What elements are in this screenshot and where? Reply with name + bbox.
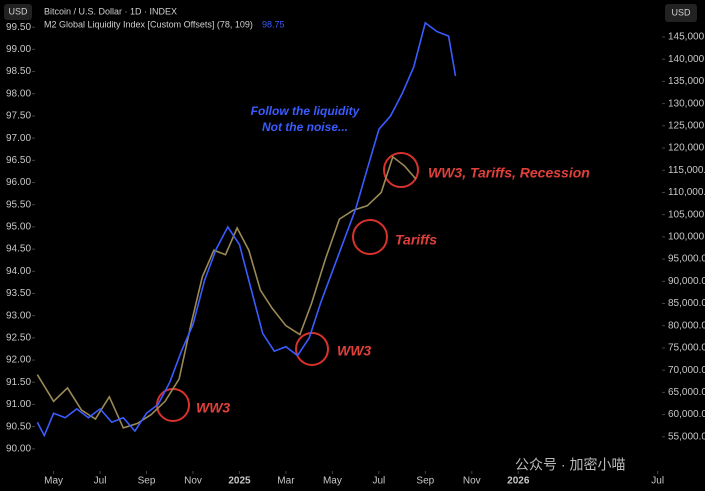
y-tick-label: 94.00 bbox=[6, 266, 31, 277]
y2-tick-label: 80,000.00 bbox=[668, 320, 705, 331]
y2-tick-label: 120,000.00 bbox=[668, 143, 705, 154]
x-tick-label: Jul bbox=[94, 476, 107, 487]
y-tick-label: 96.50 bbox=[6, 155, 31, 166]
y2-tick-label: 100,000.00 bbox=[668, 232, 705, 243]
y2-tick-label: 70,000.00 bbox=[668, 365, 705, 376]
y2-tick-label: 65,000.00 bbox=[668, 387, 705, 398]
annotation: WW3 bbox=[196, 400, 230, 416]
x-tick-label: May bbox=[44, 476, 63, 487]
x-tick-label: Jul bbox=[372, 476, 385, 487]
y-tick-label: 99.50 bbox=[6, 22, 31, 33]
y-tick-label: 95.00 bbox=[6, 222, 31, 233]
y2-tick-label: 125,000.00 bbox=[668, 120, 705, 131]
x-tick-label: Sep bbox=[138, 476, 156, 487]
y-tick-label: 91.50 bbox=[6, 377, 31, 388]
x-tick-label: Nov bbox=[184, 476, 202, 487]
annotation: Follow the liquidity bbox=[251, 104, 361, 118]
y-tick-label: 92.00 bbox=[6, 355, 31, 366]
y-tick-label: 97.50 bbox=[6, 111, 31, 122]
y2-tick-label: 105,000.00 bbox=[668, 209, 705, 220]
y-tick-label: 90.00 bbox=[6, 443, 31, 454]
x-tick-label: May bbox=[323, 476, 342, 487]
y2-tick-label: 90,000.00 bbox=[668, 276, 705, 287]
x-tick-label: 2026 bbox=[507, 476, 530, 487]
right-unit: USD bbox=[671, 7, 691, 17]
y2-tick-label: 60,000.00 bbox=[668, 409, 705, 420]
unit-box bbox=[4, 4, 32, 20]
y-tick-label: 98.00 bbox=[6, 88, 31, 99]
annotation: Not the noise... bbox=[262, 120, 348, 134]
y2-tick-label: 110,000.00 bbox=[668, 187, 705, 198]
x-tick-label: Nov bbox=[463, 476, 481, 487]
y-tick-label: 97.00 bbox=[6, 133, 31, 144]
y-tick-label: 93.50 bbox=[6, 288, 31, 299]
y-tick-label: 96.00 bbox=[6, 177, 31, 188]
y2-tick-label: 135,000.00 bbox=[668, 76, 705, 87]
y2-tick-label: 95,000.00 bbox=[668, 254, 705, 265]
annotation: WW3 bbox=[337, 343, 371, 359]
series-line bbox=[36, 21, 457, 438]
y-tick-label: 93.00 bbox=[6, 310, 31, 321]
legend-entry: M2 Global Liquidity Index [Custom Offset… bbox=[44, 19, 253, 29]
y2-tick-label: 55,000.00 bbox=[668, 431, 705, 442]
x-tick-label: Mar bbox=[277, 476, 295, 487]
y2-tick-label: 145,000.00 bbox=[668, 32, 705, 43]
left-unit: USD bbox=[8, 6, 28, 16]
last-value: 98.75 bbox=[262, 19, 285, 29]
y2-tick-label: 75,000.00 bbox=[668, 343, 705, 354]
annotation: WW3, Tariffs, Recession bbox=[428, 165, 590, 181]
y-tick-label: 99.00 bbox=[6, 44, 31, 55]
y-tick-label: 98.50 bbox=[6, 66, 31, 77]
unit-box bbox=[665, 4, 697, 22]
chart-title: Bitcoin / U.S. Dollar · 1D · INDEX bbox=[44, 6, 177, 16]
x-tick-label: 2025 bbox=[228, 476, 251, 487]
x-tick-label: Sep bbox=[416, 476, 434, 487]
y-tick-label: 91.00 bbox=[6, 399, 31, 410]
watermark: 公众号 · 加密小喵 bbox=[515, 457, 625, 473]
y-tick-label: 94.50 bbox=[6, 244, 31, 255]
annotation: Tariffs bbox=[395, 232, 437, 248]
y-tick-label: 92.50 bbox=[6, 332, 31, 343]
y2-tick-label: 130,000.00 bbox=[668, 98, 705, 109]
circle bbox=[383, 152, 419, 188]
y-tick-label: 95.50 bbox=[6, 199, 31, 210]
y2-tick-label: 115,000.00 bbox=[668, 165, 705, 176]
y-tick-label: 90.50 bbox=[6, 421, 31, 432]
circle bbox=[352, 219, 388, 255]
circle bbox=[295, 332, 329, 366]
y2-tick-label: 140,000.00 bbox=[668, 54, 705, 65]
x-tick-label: Jul bbox=[651, 476, 664, 487]
y2-tick-label: 85,000.00 bbox=[668, 298, 705, 309]
